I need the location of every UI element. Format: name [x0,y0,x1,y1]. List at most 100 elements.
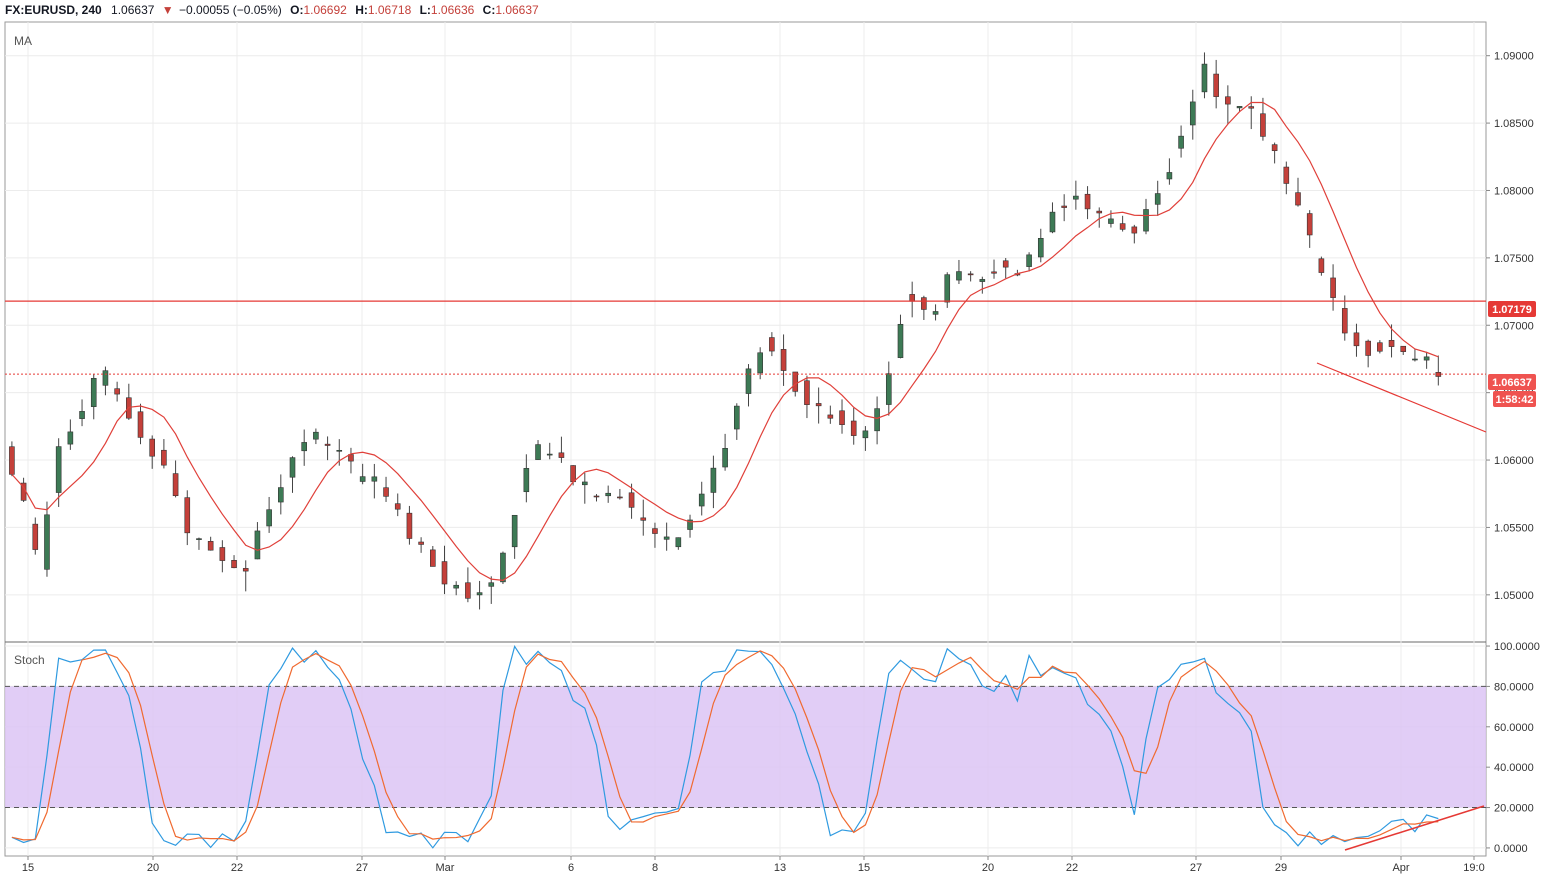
candle-body [114,388,120,395]
candle-body [1084,193,1091,210]
candle-body [956,271,962,281]
candle-body [909,294,915,302]
candle-up [102,366,109,396]
candle-body [1412,358,1418,361]
candle-body [1201,63,1208,93]
high-value: 1.06718 [368,3,412,17]
candle-down [1002,258,1009,279]
candle-body [511,514,518,548]
candle-down [827,405,834,424]
candle-body [219,547,226,561]
candle-body [1248,106,1255,109]
candle-up [663,522,670,551]
time-tick-label: Apr [1392,862,1409,874]
candle-body [652,528,658,534]
candle-up [359,463,366,485]
candle-up [289,456,296,493]
candle-down [430,546,436,567]
candle-down [441,545,448,595]
ma-indicator-label[interactable]: MA [14,34,32,48]
candle-body [1318,258,1325,273]
candle-up [605,485,611,503]
stoch-tick-label: 40.0000 [1494,762,1534,774]
candle-body [465,582,471,599]
candle-body [453,584,459,589]
stoch-band [5,685,1486,809]
candle-body [1225,96,1231,105]
candle-up [944,272,951,308]
candle-body [605,492,611,497]
time-tick-label: 15 [22,862,34,874]
candle-body [1271,144,1278,152]
candle-down [406,505,413,545]
candle-body [804,380,810,405]
change-value: −0.00055 (−0.05%) [179,3,282,17]
candle-body [827,414,834,419]
time-tick-label: 27 [356,862,368,874]
candle-body [558,452,565,458]
candle-body [149,438,155,457]
candle-body [710,467,717,493]
candles [9,52,1442,610]
time-tick-label: 20 [982,862,994,874]
candle-down [558,436,565,463]
candle-body [137,411,144,438]
falling-trendline [1316,362,1487,433]
candle-up [535,440,541,460]
candle-body [231,560,237,569]
candle-body [301,442,307,452]
candle-body [1178,135,1184,149]
candle-body [359,476,366,482]
candle-body [921,297,927,310]
candle-body [769,337,775,352]
candle-down [207,536,214,551]
moving-average-line [11,101,1439,581]
candle-body [967,273,974,276]
candle-down [1084,186,1091,220]
price-tick-label: 1.07500 [1494,253,1534,265]
candle-body [488,582,495,587]
candle-down [921,295,927,320]
candle-body [336,449,343,452]
price-tick-label: 1.05000 [1494,590,1534,602]
candle-up [1178,125,1184,158]
price-tick-label: 1.09000 [1494,51,1534,63]
candle-up [1201,52,1208,99]
candle-body [1341,308,1348,334]
candle-up [371,463,378,499]
price-axis[interactable]: 1.090001.085001.080001.075001.070001.065… [1486,51,1540,855]
candle-up [885,361,892,416]
symbol-label: FX:EURUSD, 240 [5,3,102,17]
candle-body [1388,339,1395,347]
candle-body [780,349,787,371]
price-tick-label: 1.05500 [1494,522,1534,534]
countdown-text: 1:58:42 [1496,394,1534,406]
candle-body [1377,342,1383,352]
candle-body [757,352,763,374]
candle-down [593,494,600,502]
candle-body [1295,192,1301,206]
close-value: 1.06637 [495,3,539,17]
stoch-indicator-label[interactable]: Stoch [14,653,45,667]
candle-body [722,448,728,468]
candle-body [745,368,752,394]
candle-up [453,581,459,596]
candle-down [149,435,155,469]
candle-body [1236,106,1243,109]
time-tick-label: 15 [858,862,870,874]
candle-down [628,483,635,519]
candle-up [1037,228,1044,263]
candle-body [1002,260,1009,268]
candle-up [979,276,986,294]
candle-down [1400,345,1407,355]
candle-up [932,304,939,321]
time-tick-label: 22 [1066,862,1078,874]
stoch-k-line [11,645,1439,849]
candle-down [652,522,658,548]
legend-line: FX:EURUSD, 240 1.06637 ▼ −0.00055 (−0.05… [5,3,539,17]
time-axis[interactable]: 15 20 22 27 Mar 6 8 13 15 20 22 27 29 Apr 19:0 [22,856,1485,874]
candle-up [581,472,588,504]
candle-down [1248,96,1255,130]
